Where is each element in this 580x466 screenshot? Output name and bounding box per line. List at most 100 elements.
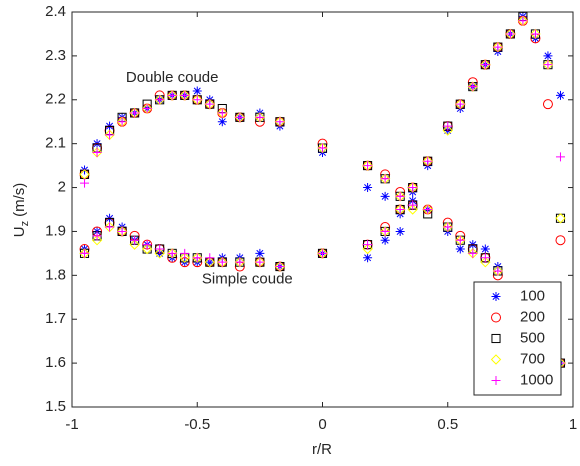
point xyxy=(555,213,566,223)
point xyxy=(395,205,405,214)
point xyxy=(443,121,453,131)
point xyxy=(423,205,433,214)
point xyxy=(192,252,203,263)
point xyxy=(217,108,227,118)
point xyxy=(167,90,177,100)
point xyxy=(517,15,529,26)
point xyxy=(92,147,102,157)
point xyxy=(505,29,515,39)
point xyxy=(467,248,479,259)
point xyxy=(155,95,165,105)
annotation: Double coude xyxy=(126,69,219,86)
legend-label: 500 xyxy=(520,329,545,346)
point xyxy=(217,117,227,127)
point xyxy=(468,82,478,92)
point xyxy=(141,103,153,114)
point xyxy=(395,226,405,236)
y-tick-label: 1.7 xyxy=(45,310,66,327)
point xyxy=(80,178,90,188)
point xyxy=(92,231,102,241)
point xyxy=(154,248,165,259)
point xyxy=(380,235,390,245)
y-tick-label: 2.3 xyxy=(45,47,66,64)
point xyxy=(518,16,528,26)
point xyxy=(318,248,327,258)
point xyxy=(455,244,465,254)
x-tick-label: 0 xyxy=(318,416,326,433)
point xyxy=(154,94,165,105)
point xyxy=(142,104,152,114)
point xyxy=(142,240,152,250)
point xyxy=(155,244,165,254)
point xyxy=(555,152,565,162)
annotation: Simple coude xyxy=(202,271,293,288)
y-axis-label: Uz (m/s) xyxy=(11,183,31,238)
y-tick-label: 2 xyxy=(58,179,66,196)
legend-box xyxy=(473,281,562,396)
point xyxy=(217,257,227,267)
point xyxy=(180,248,190,258)
point xyxy=(480,253,490,263)
point xyxy=(363,240,373,250)
point xyxy=(91,235,103,246)
point xyxy=(79,248,90,259)
point xyxy=(117,226,127,236)
point xyxy=(363,161,373,171)
point xyxy=(493,266,503,276)
y-tick-label: 1.9 xyxy=(45,222,66,239)
point xyxy=(255,248,265,258)
x-tick-label: 0.5 xyxy=(437,416,458,433)
point xyxy=(192,86,202,96)
point xyxy=(455,98,466,110)
point xyxy=(408,183,418,193)
point xyxy=(192,95,202,105)
point xyxy=(443,222,453,232)
y-label-main: U xyxy=(11,226,28,237)
point xyxy=(235,257,245,267)
point xyxy=(363,183,373,193)
point xyxy=(275,262,285,272)
point xyxy=(180,90,190,100)
point xyxy=(407,182,418,193)
point xyxy=(408,200,418,210)
point xyxy=(379,173,391,184)
point xyxy=(363,253,373,263)
point xyxy=(480,256,491,268)
legend-label: 100 xyxy=(520,287,545,304)
x-tick-label: 1 xyxy=(569,416,577,433)
point xyxy=(205,253,215,263)
point xyxy=(205,99,215,109)
point xyxy=(555,235,566,246)
x-tick-label: -1 xyxy=(65,416,78,433)
legend-marker xyxy=(491,312,501,323)
y-tick-label: 1.6 xyxy=(45,354,66,371)
point xyxy=(217,256,228,268)
point xyxy=(235,112,245,122)
point xyxy=(468,248,478,258)
point xyxy=(442,125,453,136)
legend-label: 700 xyxy=(520,350,545,367)
point xyxy=(105,222,115,232)
point xyxy=(141,243,153,255)
point xyxy=(192,253,202,263)
point xyxy=(317,248,328,259)
point xyxy=(542,99,553,110)
point xyxy=(555,90,565,100)
y-tick-label: 2.4 xyxy=(45,3,66,20)
point xyxy=(104,129,115,141)
y-label-sub: z xyxy=(19,221,31,227)
x-tick-label: -0.5 xyxy=(184,416,210,433)
x-axis-label: r/R xyxy=(312,441,332,458)
point xyxy=(423,156,433,166)
point xyxy=(362,243,373,255)
point xyxy=(480,244,490,254)
point xyxy=(80,248,90,258)
point xyxy=(166,90,178,101)
point xyxy=(543,60,553,70)
legend-marker xyxy=(491,292,501,301)
point xyxy=(130,235,140,245)
y-label-units: (m/s) xyxy=(11,183,28,217)
point xyxy=(480,59,491,70)
point xyxy=(130,108,140,118)
y-tick-label: 2.1 xyxy=(45,135,66,152)
